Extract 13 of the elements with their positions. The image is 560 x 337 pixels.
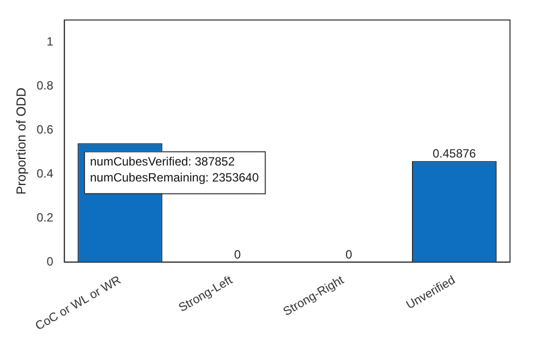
y-tick-label: 0 — [46, 254, 54, 269]
annotation: numCubesVerified: 387852 — [90, 154, 236, 169]
data-label: 0 — [346, 248, 353, 262]
data-label: 0 — [234, 248, 242, 262]
y-axis-title: Proportion of ODD — [13, 88, 28, 195]
data-label: 0.45876 — [432, 146, 476, 160]
y-tick-label: 0.2 — [36, 210, 54, 224]
y-tick-label: 0.8 — [36, 78, 54, 92]
annotation: numCubesRemaining: 2353640 — [90, 170, 260, 185]
x-tick-label: CoC or WL or WR — [32, 272, 124, 334]
y-tick-label: 0.4 — [36, 166, 54, 180]
y-tick-label: 1 — [46, 34, 54, 48]
y-tick-label: 0.6 — [36, 122, 54, 136]
